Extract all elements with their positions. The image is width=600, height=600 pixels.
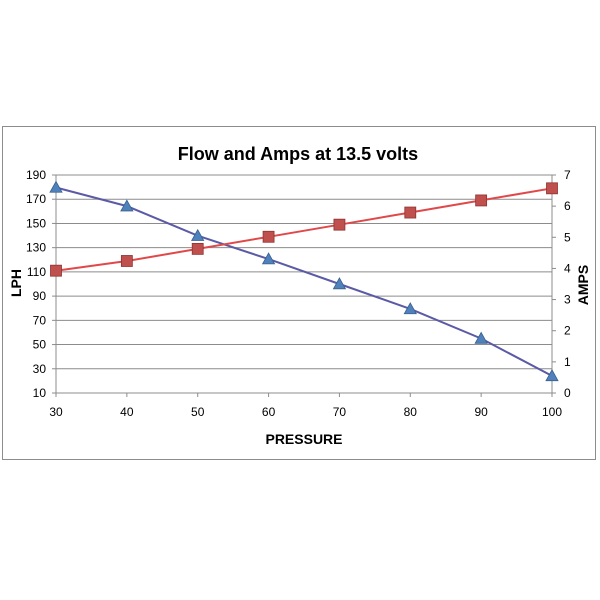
y-tick-left-3: 70 <box>33 313 47 327</box>
y-tick-left-0: 10 <box>33 386 47 400</box>
y-tick-right-6: 6 <box>564 199 571 213</box>
y-tick-left-1: 30 <box>33 362 47 376</box>
x-tick-5: 80 <box>404 405 418 419</box>
y-tick-right-3: 3 <box>564 293 571 307</box>
series <box>49 180 559 382</box>
y-tick-left-6: 130 <box>26 241 46 255</box>
series-0-point-3 <box>261 252 276 265</box>
series-0-point-7 <box>545 369 559 382</box>
y-tick-right-7: 7 <box>564 168 571 182</box>
series-1-point-5 <box>404 206 417 219</box>
series-0-point-0 <box>49 180 63 193</box>
x-tick-2: 50 <box>191 405 205 419</box>
x-tick-0: 30 <box>49 405 63 419</box>
series-1-point-0 <box>50 264 62 277</box>
y-tick-right-0: 0 <box>564 386 571 400</box>
axes <box>52 174 556 397</box>
series-0-point-6 <box>474 331 488 344</box>
y-tick-left-4: 90 <box>33 289 47 303</box>
y-tick-left-5: 110 <box>27 265 46 279</box>
x-tick-1: 40 <box>120 405 134 419</box>
y-axis-title-left: LPH <box>8 269 24 297</box>
x-tick-6: 90 <box>474 405 488 419</box>
series-1-point-2 <box>191 242 204 255</box>
y-tick-right-1: 1 <box>564 355 571 369</box>
x-axis-title: PRESSURE <box>265 431 342 447</box>
y-tick-left-7: 150 <box>26 216 46 230</box>
y-tick-right-5: 5 <box>564 230 571 244</box>
y-tick-right-2: 2 <box>564 324 571 338</box>
series-0-line <box>55 186 553 377</box>
x-tick-7: 100 <box>542 405 562 419</box>
chart-svg: Flow and Amps at 13.5 volts 103050709011… <box>8 144 591 447</box>
series-1-point-3 <box>262 230 275 243</box>
y-tick-left-9: 190 <box>26 168 46 182</box>
chart-title: Flow and Amps at 13.5 volts <box>178 144 418 164</box>
series-1-line <box>55 187 553 272</box>
x-tick-3: 60 <box>262 405 276 419</box>
series-0-point-1 <box>120 199 134 212</box>
y-tick-left-2: 50 <box>33 338 47 352</box>
series-1-point-7 <box>546 182 558 195</box>
series-1-point-1 <box>120 255 133 267</box>
y-axis-title-right: AMPS <box>575 265 591 305</box>
series-0-point-2 <box>191 228 205 241</box>
x-tick-4: 70 <box>333 405 347 419</box>
series-0-point-5 <box>403 302 417 315</box>
chart-frame: Flow and Amps at 13.5 volts 10 30 50 70 90 11… <box>2 126 596 460</box>
y-tick-right-4: 4 <box>564 261 571 275</box>
y-tick-left-8: 170 <box>26 192 46 206</box>
series-0-point-4 <box>332 277 347 290</box>
series-1-point-4 <box>333 218 346 231</box>
series-1-point-6 <box>475 194 488 207</box>
